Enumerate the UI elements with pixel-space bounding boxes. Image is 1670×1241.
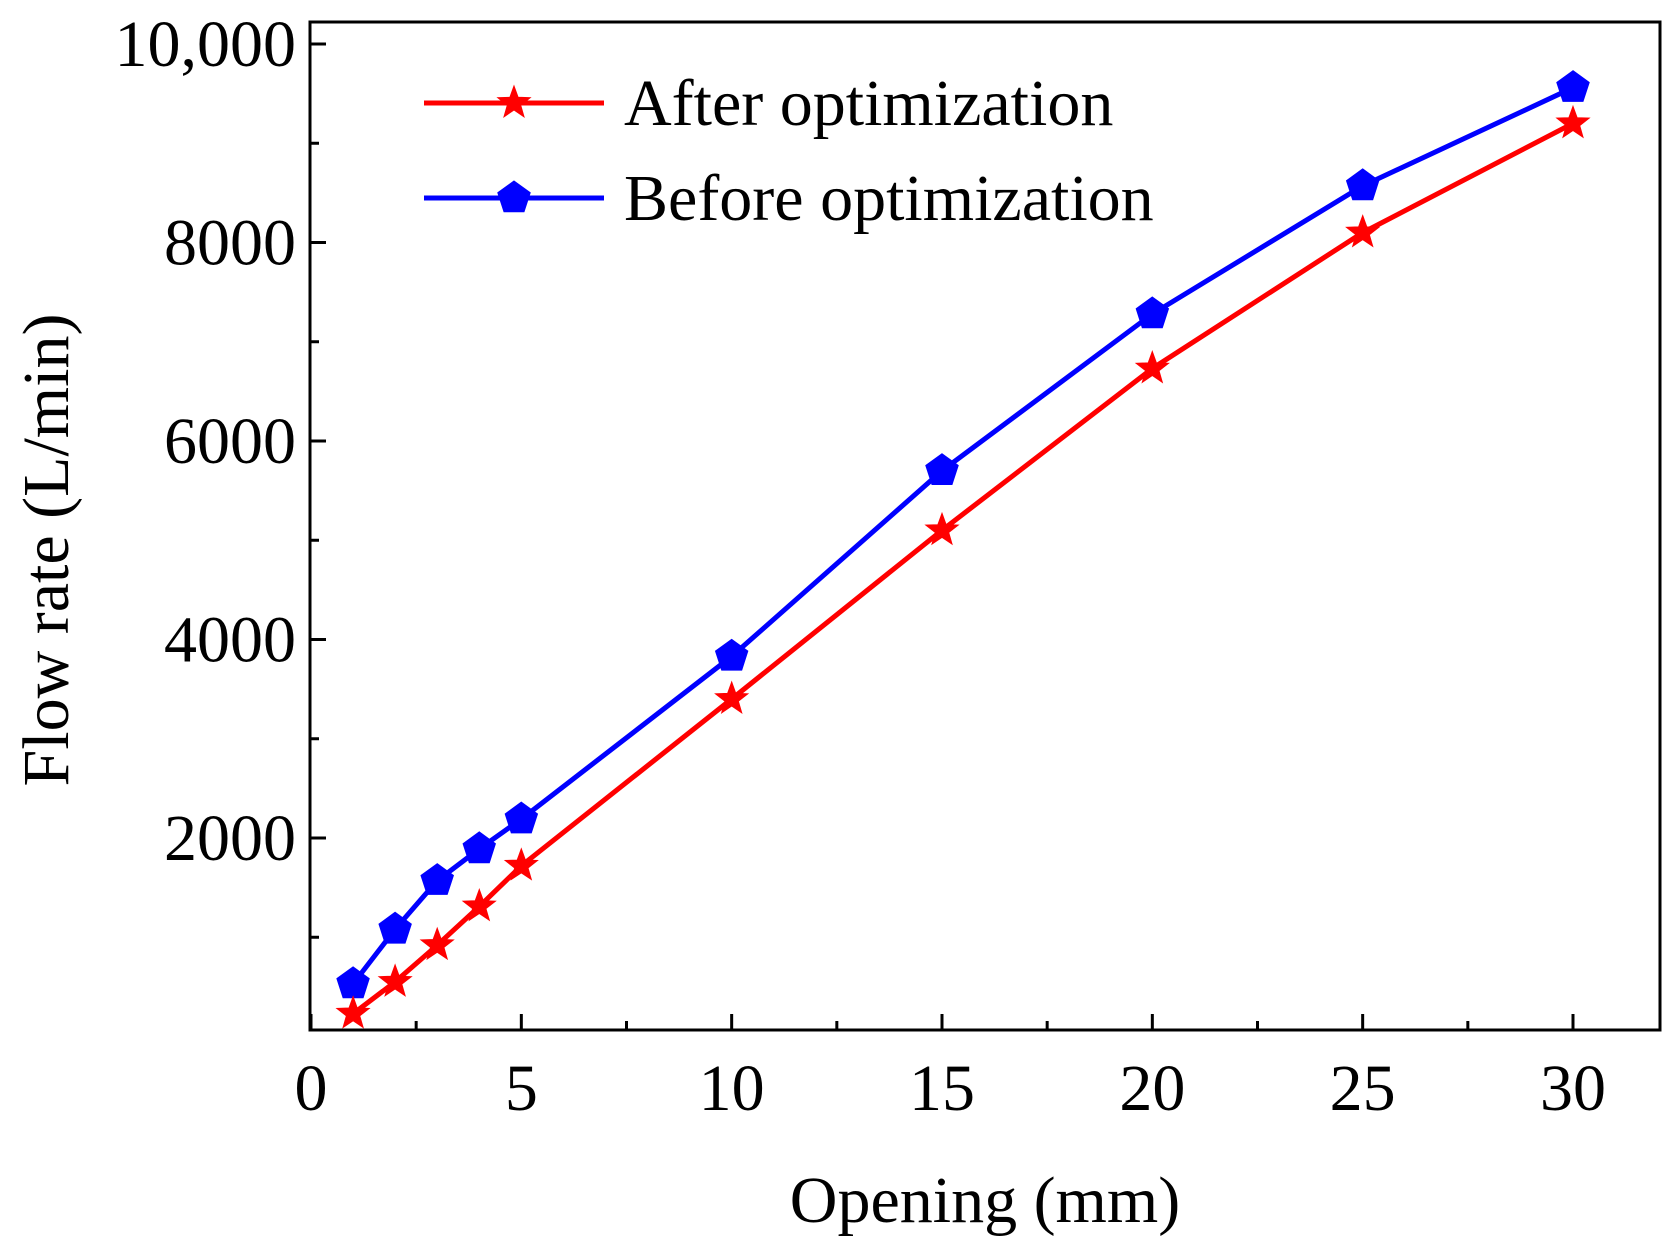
legend: After optimization Before optimization — [424, 67, 1154, 235]
x-tick-label: 30 — [1540, 1052, 1606, 1125]
data-point-pentagon — [504, 801, 539, 834]
data-point-pentagon — [462, 831, 496, 864]
plot-frame — [308, 20, 1662, 1032]
x-tick-label: 25 — [1330, 1052, 1396, 1125]
data-point-pentagon — [714, 638, 749, 671]
legend-marker — [497, 180, 531, 213]
series-before-optimization — [336, 70, 1590, 999]
legend-item: Before optimization — [424, 162, 1154, 235]
data-point-star — [924, 511, 960, 546]
x-axis: 0 5 10 15 20 25 30 — [295, 1014, 1606, 1125]
y-tick-label: 4000 — [164, 604, 296, 677]
series-line — [351, 121, 1575, 1016]
data-point-pentagon — [378, 911, 412, 944]
series-after-optimization — [335, 104, 1591, 1029]
x-tick-label: 15 — [909, 1052, 975, 1125]
data-point-star — [461, 888, 497, 922]
x-tick-label: 10 — [699, 1052, 765, 1125]
data-point-pentagon — [1345, 168, 1380, 201]
x-tick-label: 20 — [1119, 1052, 1185, 1125]
data-point-star — [1134, 350, 1170, 384]
series-line — [351, 85, 1575, 986]
data-point-pentagon — [1556, 70, 1590, 102]
data-point-pentagon — [420, 863, 454, 895]
data-point-star — [714, 680, 750, 714]
legend-item: After optimization — [424, 67, 1113, 140]
y-tick-label: 8000 — [164, 207, 296, 280]
legend-label: Before optimization — [624, 162, 1154, 235]
data-point-star — [1345, 214, 1381, 248]
data-point-pentagon — [925, 453, 959, 485]
data-point-star — [419, 926, 455, 961]
x-axis-title: Opening (mm) — [790, 1164, 1180, 1237]
y-tick-label: 10,000 — [115, 8, 297, 81]
y-axis: 2000 4000 6000 8000 10,000 — [115, 8, 326, 939]
data-point-star — [335, 995, 371, 1029]
y-axis-title: Flow rate (L/min) — [10, 314, 83, 787]
x-tick-label: 0 — [295, 1052, 328, 1125]
data-point-pentagon — [1135, 296, 1170, 329]
data-point-star — [1555, 104, 1591, 139]
legend-label: After optimization — [624, 67, 1113, 140]
series-layer — [335, 70, 1591, 1029]
x-tick-label: 5 — [505, 1052, 538, 1125]
y-tick-label: 6000 — [164, 405, 296, 478]
y-tick-label: 2000 — [164, 802, 296, 875]
legend-marker — [496, 84, 532, 118]
data-point-star — [377, 963, 413, 997]
data-point-star — [503, 847, 539, 881]
